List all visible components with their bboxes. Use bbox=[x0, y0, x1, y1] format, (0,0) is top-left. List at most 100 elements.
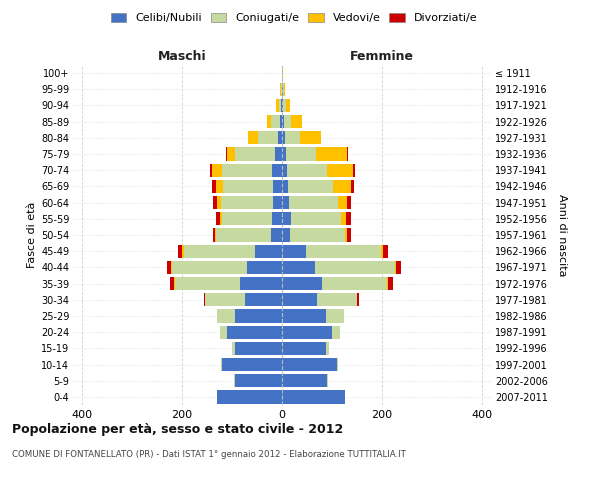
Bar bbox=[306, 244, 381, 258]
Bar bbox=[213, 228, 215, 241]
Bar bbox=[222, 358, 282, 371]
Bar bbox=[282, 131, 284, 144]
Bar bbox=[212, 196, 217, 209]
Bar bbox=[221, 196, 273, 209]
Bar bbox=[341, 212, 346, 226]
Bar bbox=[287, 164, 327, 177]
Bar bbox=[215, 228, 216, 241]
Text: Popolazione per età, sesso e stato civile - 2012: Popolazione per età, sesso e stato civil… bbox=[12, 422, 343, 436]
Bar bbox=[282, 99, 283, 112]
Y-axis label: Fasce di età: Fasce di età bbox=[26, 202, 37, 268]
Bar bbox=[222, 212, 272, 226]
Bar bbox=[272, 212, 282, 226]
Y-axis label: Anni di nascita: Anni di nascita bbox=[557, 194, 567, 276]
Bar bbox=[209, 164, 212, 177]
Bar bbox=[288, 180, 333, 193]
Text: Maschi: Maschi bbox=[158, 50, 206, 62]
Bar bbox=[282, 374, 327, 388]
Bar bbox=[282, 115, 284, 128]
Bar bbox=[235, 310, 282, 322]
Bar bbox=[235, 342, 282, 355]
Bar bbox=[171, 260, 172, 274]
Bar bbox=[235, 374, 282, 388]
Text: COMUNE DI FONTANELLATO (PR) - Dati ISTAT 1° gennaio 2012 - Elaborazione TUTTITAL: COMUNE DI FONTANELLATO (PR) - Dati ISTAT… bbox=[12, 450, 406, 459]
Bar bbox=[357, 293, 359, 306]
Bar bbox=[332, 326, 340, 339]
Bar bbox=[282, 244, 306, 258]
Bar bbox=[282, 293, 317, 306]
Text: Femmine: Femmine bbox=[350, 50, 414, 62]
Bar bbox=[273, 196, 282, 209]
Bar bbox=[235, 148, 275, 160]
Bar bbox=[175, 277, 239, 290]
Bar bbox=[227, 326, 282, 339]
Bar bbox=[395, 260, 401, 274]
Bar bbox=[281, 99, 282, 112]
Bar bbox=[351, 180, 353, 193]
Bar bbox=[245, 293, 282, 306]
Bar bbox=[222, 164, 272, 177]
Bar bbox=[333, 180, 351, 193]
Bar bbox=[178, 244, 182, 258]
Bar bbox=[258, 131, 278, 144]
Bar bbox=[280, 82, 281, 96]
Bar bbox=[170, 277, 174, 290]
Bar bbox=[347, 228, 351, 241]
Bar bbox=[299, 131, 320, 144]
Bar bbox=[317, 293, 357, 306]
Bar bbox=[282, 196, 289, 209]
Bar bbox=[283, 82, 284, 96]
Bar bbox=[286, 148, 316, 160]
Bar bbox=[248, 131, 258, 144]
Bar bbox=[284, 131, 299, 144]
Bar bbox=[347, 196, 351, 209]
Bar bbox=[283, 99, 286, 112]
Bar bbox=[282, 164, 287, 177]
Bar bbox=[182, 244, 184, 258]
Bar bbox=[282, 342, 326, 355]
Bar bbox=[247, 260, 282, 274]
Bar bbox=[383, 244, 388, 258]
Bar bbox=[291, 212, 341, 226]
Bar bbox=[338, 196, 347, 209]
Bar bbox=[353, 164, 355, 177]
Legend: Celibi/Nubili, Coniugati/e, Vedovi/e, Divorziati/e: Celibi/Nubili, Coniugati/e, Vedovi/e, Di… bbox=[109, 10, 479, 26]
Bar bbox=[275, 148, 282, 160]
Bar bbox=[215, 180, 223, 193]
Bar bbox=[282, 358, 337, 371]
Bar bbox=[284, 82, 285, 96]
Bar bbox=[278, 131, 282, 144]
Bar bbox=[254, 244, 282, 258]
Bar bbox=[346, 212, 351, 226]
Bar bbox=[212, 164, 222, 177]
Bar bbox=[271, 228, 282, 241]
Bar bbox=[273, 180, 282, 193]
Bar bbox=[226, 148, 227, 160]
Bar bbox=[216, 228, 271, 241]
Bar bbox=[282, 390, 344, 404]
Bar bbox=[282, 228, 290, 241]
Bar bbox=[271, 115, 280, 128]
Bar bbox=[282, 277, 322, 290]
Bar bbox=[239, 277, 282, 290]
Bar bbox=[280, 115, 282, 128]
Bar bbox=[326, 310, 343, 322]
Bar bbox=[282, 212, 291, 226]
Bar bbox=[291, 115, 302, 128]
Bar bbox=[212, 180, 215, 193]
Bar bbox=[223, 180, 273, 193]
Bar bbox=[347, 148, 348, 160]
Bar bbox=[345, 228, 347, 241]
Bar bbox=[172, 260, 247, 274]
Bar bbox=[289, 196, 338, 209]
Bar bbox=[184, 244, 254, 258]
Bar bbox=[322, 277, 387, 290]
Bar bbox=[220, 212, 222, 226]
Bar bbox=[284, 115, 291, 128]
Bar bbox=[167, 260, 171, 274]
Bar bbox=[388, 277, 392, 290]
Bar bbox=[327, 164, 353, 177]
Bar bbox=[278, 99, 281, 112]
Bar bbox=[314, 260, 395, 274]
Bar bbox=[272, 164, 282, 177]
